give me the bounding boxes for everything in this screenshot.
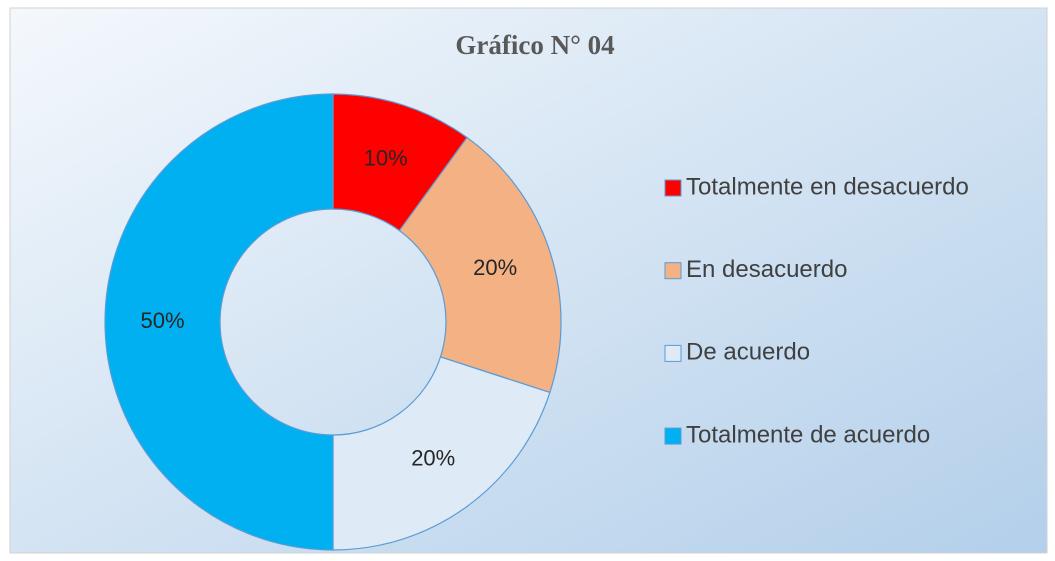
data-label: 50% [140, 308, 184, 333]
donut-segment [104, 93, 334, 551]
data-label: 10% [364, 146, 408, 171]
data-label: 20% [473, 255, 517, 280]
donut-segment [332, 356, 551, 551]
legend-swatch [664, 262, 682, 280]
chart-title: Gráfico N° 04 [455, 30, 614, 60]
donut-segment [398, 136, 562, 394]
legend-swatch [664, 179, 682, 197]
data-label: 20% [411, 446, 455, 471]
legend-label: En desacuerdo [686, 256, 847, 283]
legend-swatch [664, 344, 682, 362]
legend-swatch [664, 427, 682, 445]
legend-label: De acuerdo [686, 339, 810, 366]
legend-label: Totalmente de acuerdo [686, 421, 930, 448]
legend-label: Totalmente en desacuerdo [686, 173, 969, 200]
